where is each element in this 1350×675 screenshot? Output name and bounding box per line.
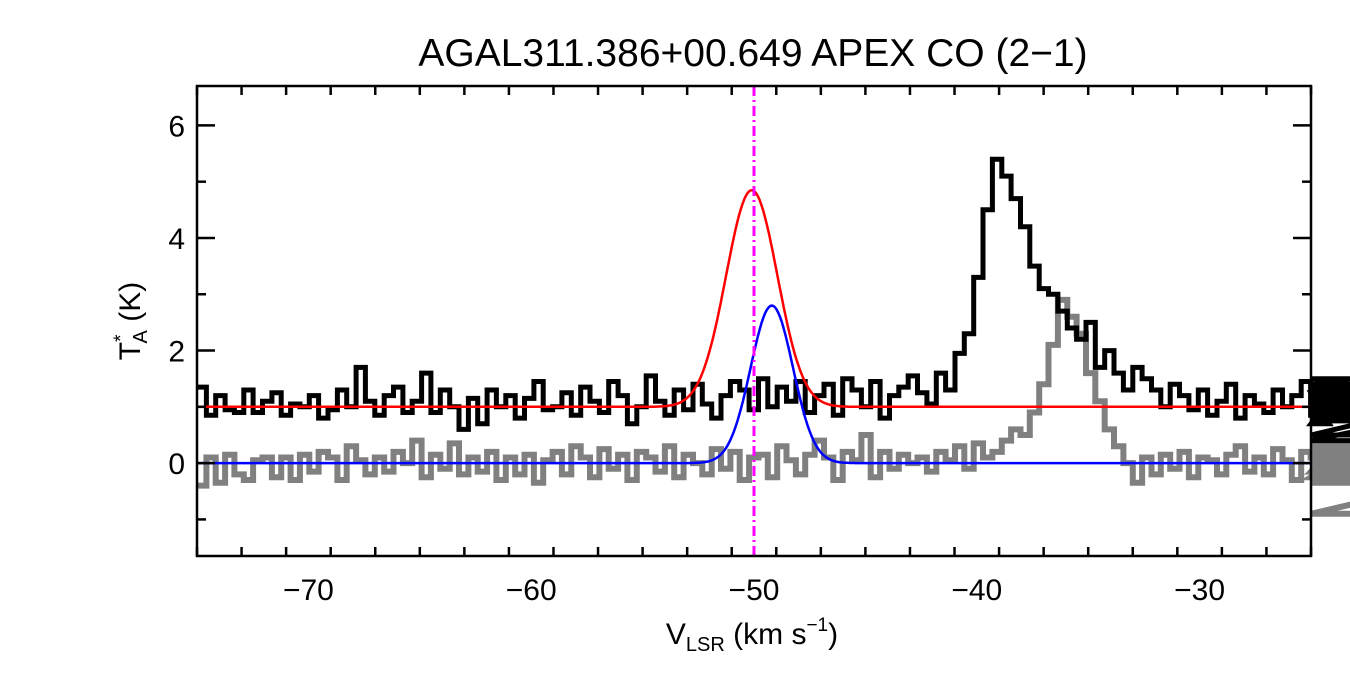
x-tick-label: −40 xyxy=(951,574,1002,607)
y-tick-label: 0 xyxy=(168,448,185,481)
observed-spectrum-layer xyxy=(197,156,1350,444)
y-tick-label: 4 xyxy=(168,223,185,256)
x-tick-label: −60 xyxy=(506,574,557,607)
observed-spectrum-line xyxy=(197,156,1350,444)
y-tick-label: 2 xyxy=(168,336,185,369)
reference-spectrum-line xyxy=(197,296,1350,517)
axis-ticks xyxy=(195,86,1313,556)
chart-title: AGAL311.386+00.649 APEX CO (2−1) xyxy=(418,32,1087,75)
plot-frame xyxy=(195,84,1313,558)
reference-spectrum-layer xyxy=(197,296,1350,517)
x-axis-label: VLSR (km s−1) xyxy=(666,615,838,656)
x-tick-label: −70 xyxy=(283,574,334,607)
x-tick-label: −50 xyxy=(729,574,780,607)
y-axis-label: T*A (K) xyxy=(111,282,152,360)
y-tick-label: 6 xyxy=(168,110,185,143)
axis-tick-labels: −70 −60 −50 −40 −30 0 2 4 6 xyxy=(168,110,1225,607)
x-tick-label: −30 xyxy=(1174,574,1225,607)
